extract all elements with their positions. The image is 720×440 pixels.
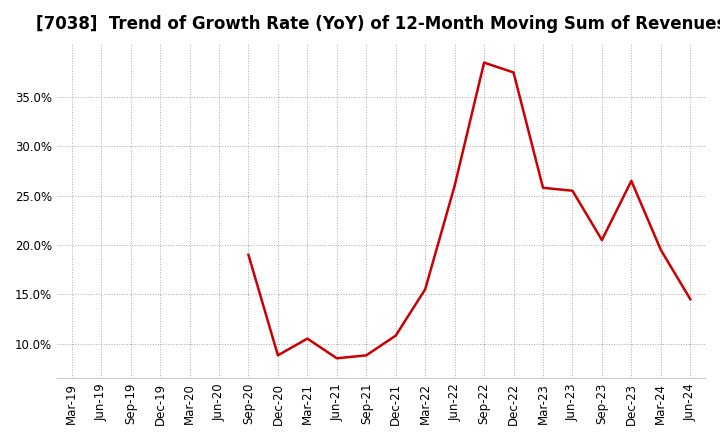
Title: [7038]  Trend of Growth Rate (YoY) of 12-Month Moving Sum of Revenues: [7038] Trend of Growth Rate (YoY) of 12-… [36,15,720,33]
